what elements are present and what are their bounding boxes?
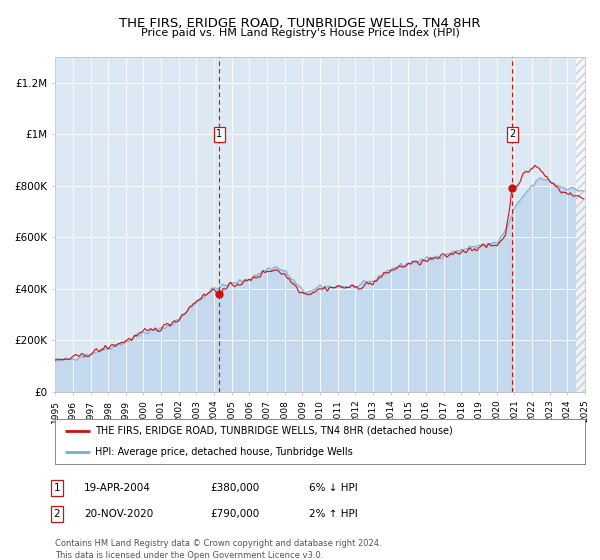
Text: Contains HM Land Registry data © Crown copyright and database right 2024.
This d: Contains HM Land Registry data © Crown c… [55,539,382,559]
Text: 19-APR-2004: 19-APR-2004 [84,483,151,493]
Text: £790,000: £790,000 [210,509,259,519]
Text: 20-NOV-2020: 20-NOV-2020 [84,509,153,519]
Text: 2: 2 [53,509,61,519]
Text: Price paid vs. HM Land Registry's House Price Index (HPI): Price paid vs. HM Land Registry's House … [140,28,460,38]
Text: 2: 2 [509,129,515,139]
Text: 6% ↓ HPI: 6% ↓ HPI [309,483,358,493]
Text: HPI: Average price, detached house, Tunbridge Wells: HPI: Average price, detached house, Tunb… [95,446,353,456]
Text: THE FIRS, ERIDGE ROAD, TUNBRIDGE WELLS, TN4 8HR (detached house): THE FIRS, ERIDGE ROAD, TUNBRIDGE WELLS, … [95,426,452,436]
Text: THE FIRS, ERIDGE ROAD, TUNBRIDGE WELLS, TN4 8HR: THE FIRS, ERIDGE ROAD, TUNBRIDGE WELLS, … [119,17,481,30]
Text: 2% ↑ HPI: 2% ↑ HPI [309,509,358,519]
Text: £380,000: £380,000 [210,483,259,493]
Text: 1: 1 [216,129,223,139]
Text: 1: 1 [53,483,61,493]
